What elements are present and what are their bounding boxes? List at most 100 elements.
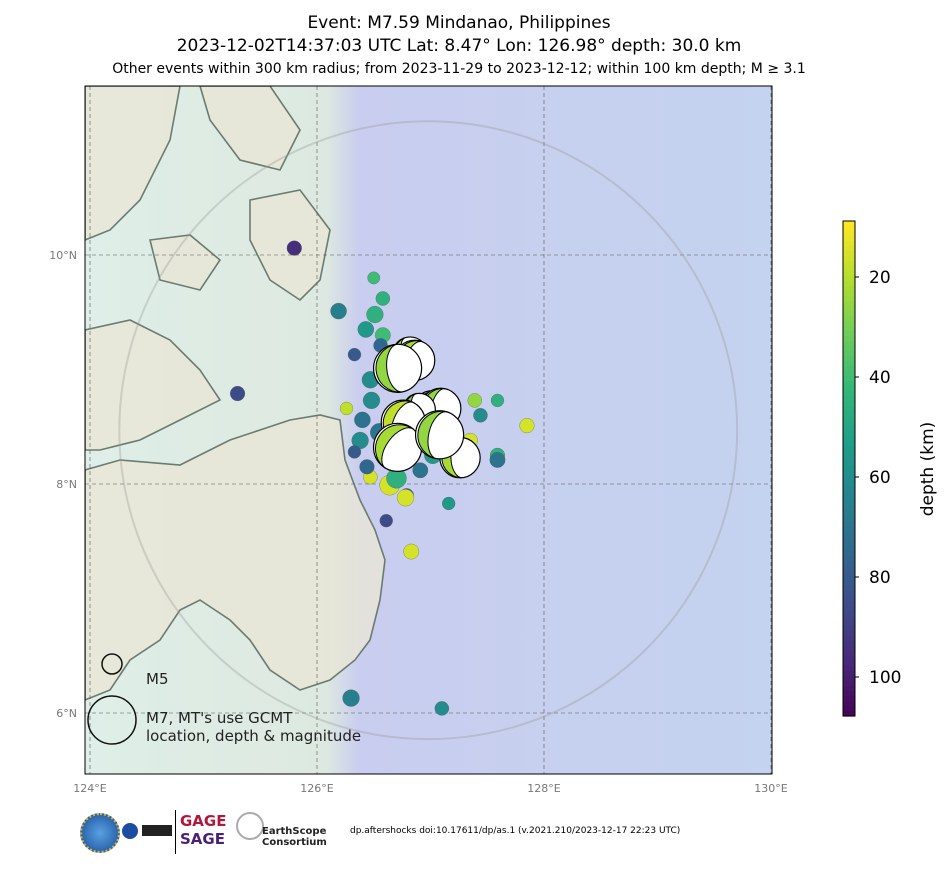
colorbar-tick-label: 80 (869, 568, 891, 588)
colorbar-segment (843, 581, 855, 587)
colorbar: 20 40 60 80 100 (842, 220, 901, 717)
sage-logo: SAGE (180, 830, 225, 848)
colorbar-segment (843, 676, 855, 682)
colorbar-segment (843, 511, 855, 517)
moment-tensor-beachball[interactable] (366, 415, 423, 472)
colorbar-segment (843, 526, 855, 532)
colorbar-segment (843, 636, 855, 642)
lon-tick-label: 126°E (300, 782, 333, 795)
legend-m7-label: M7, MT's use GCMT (146, 709, 293, 727)
colorbar-segment (843, 221, 855, 227)
event-marker[interactable] (362, 391, 381, 409)
legend-m5-label: M5 (146, 670, 169, 688)
event-marker[interactable] (357, 321, 374, 338)
event-marker[interactable] (519, 418, 535, 434)
colorbar-segment (843, 416, 855, 422)
colorbar-segment (843, 566, 855, 572)
legend-m7-label-2: location, depth & magnitude (146, 727, 361, 745)
colorbar-segment (843, 656, 855, 662)
colorbar-segment (843, 326, 855, 332)
colorbar-segment (843, 386, 855, 392)
axis-ticks: 124°E 126°E 128°E 130°E 10°N 8°N 6°N (49, 249, 788, 795)
colorbar-frame (842, 220, 856, 717)
colorbar-segment (843, 351, 855, 357)
colorbar-segment (843, 531, 855, 537)
event-marker[interactable] (366, 305, 384, 324)
gridlines (85, 86, 772, 774)
map-frame (84, 85, 773, 775)
colorbar-segment (843, 306, 855, 312)
colorbar-segment (843, 366, 855, 372)
event-marker[interactable] (442, 496, 456, 511)
moment-tensor-beachball[interactable] (413, 406, 465, 460)
colorbar-segment (843, 601, 855, 607)
event-marker[interactable] (354, 411, 371, 429)
colorbar-segment (843, 626, 855, 632)
colorbar-segment (843, 551, 855, 557)
moment-tensor-beachball[interactable] (372, 343, 423, 394)
colorbar-segment (843, 396, 855, 402)
colorbar-segment (843, 641, 855, 647)
lat-tick-label: 6°N (56, 707, 77, 720)
event-marker[interactable] (330, 302, 347, 320)
usgs-logo (142, 825, 172, 836)
colorbar-segment (843, 631, 855, 637)
colorbar-segment (843, 426, 855, 432)
event-marker[interactable] (396, 489, 415, 507)
colorbar-segment (843, 606, 855, 612)
event-marker[interactable] (467, 393, 482, 408)
colorbar-segment (843, 316, 855, 322)
colorbar-segment (843, 461, 855, 467)
colorbar-segment (843, 481, 855, 487)
colorbar-segment (843, 521, 855, 527)
colorbar-segment (843, 651, 855, 657)
event-marker[interactable] (412, 462, 429, 479)
colorbar-segment (843, 516, 855, 522)
colorbar-segment (843, 391, 855, 397)
colorbar-segment (843, 446, 855, 452)
colorbar-segment (843, 331, 855, 337)
event-marker[interactable] (490, 393, 505, 408)
event-marker[interactable] (339, 401, 354, 416)
colorbar-segment (843, 451, 855, 457)
event-marker[interactable] (286, 240, 302, 256)
legend-m5-circle (101, 653, 123, 675)
colorbar-segment (843, 356, 855, 362)
map-area[interactable]: M5 M7, MT's use GCMT location, depth & m… (85, 86, 772, 774)
event-marker[interactable] (367, 271, 381, 285)
nasa-logo (122, 823, 138, 839)
lon-tick-label: 124°E (73, 782, 106, 795)
event-marker[interactable] (230, 386, 246, 402)
colorbar-segment (843, 556, 855, 562)
event-marker[interactable] (359, 459, 375, 475)
event-marker[interactable] (347, 445, 362, 459)
colorbar-segment (843, 441, 855, 447)
colorbar-segment (843, 496, 855, 502)
lon-tick-label: 130°E (754, 782, 787, 795)
event-marker[interactable] (347, 348, 362, 362)
colorbar-segment (843, 401, 855, 407)
colorbar-segment (843, 406, 855, 412)
colorbar-segment (843, 661, 855, 667)
event-marker[interactable] (379, 514, 393, 528)
colorbar-segment (843, 501, 855, 507)
colorbar-segment (843, 436, 855, 442)
event-marker[interactable] (342, 689, 360, 707)
colorbar-segment (843, 596, 855, 602)
colorbar-segment (843, 346, 855, 352)
colorbar-segment (843, 301, 855, 307)
colorbar-segment (843, 701, 855, 707)
colorbar-segment (843, 361, 855, 367)
colorbar-segment (843, 291, 855, 297)
colorbar-segment (843, 471, 855, 477)
event-marker[interactable] (375, 291, 391, 306)
colorbar-segment (843, 456, 855, 462)
event-marker[interactable] (489, 452, 506, 468)
event-marker[interactable] (473, 408, 488, 423)
colorbar-segment (843, 541, 855, 547)
colorbar-segment (843, 271, 855, 277)
colorbar-segment (843, 431, 855, 437)
event-marker[interactable] (434, 701, 450, 716)
legend: M5 M7, MT's use GCMT location, depth & m… (87, 653, 361, 745)
event-marker[interactable] (403, 543, 420, 560)
